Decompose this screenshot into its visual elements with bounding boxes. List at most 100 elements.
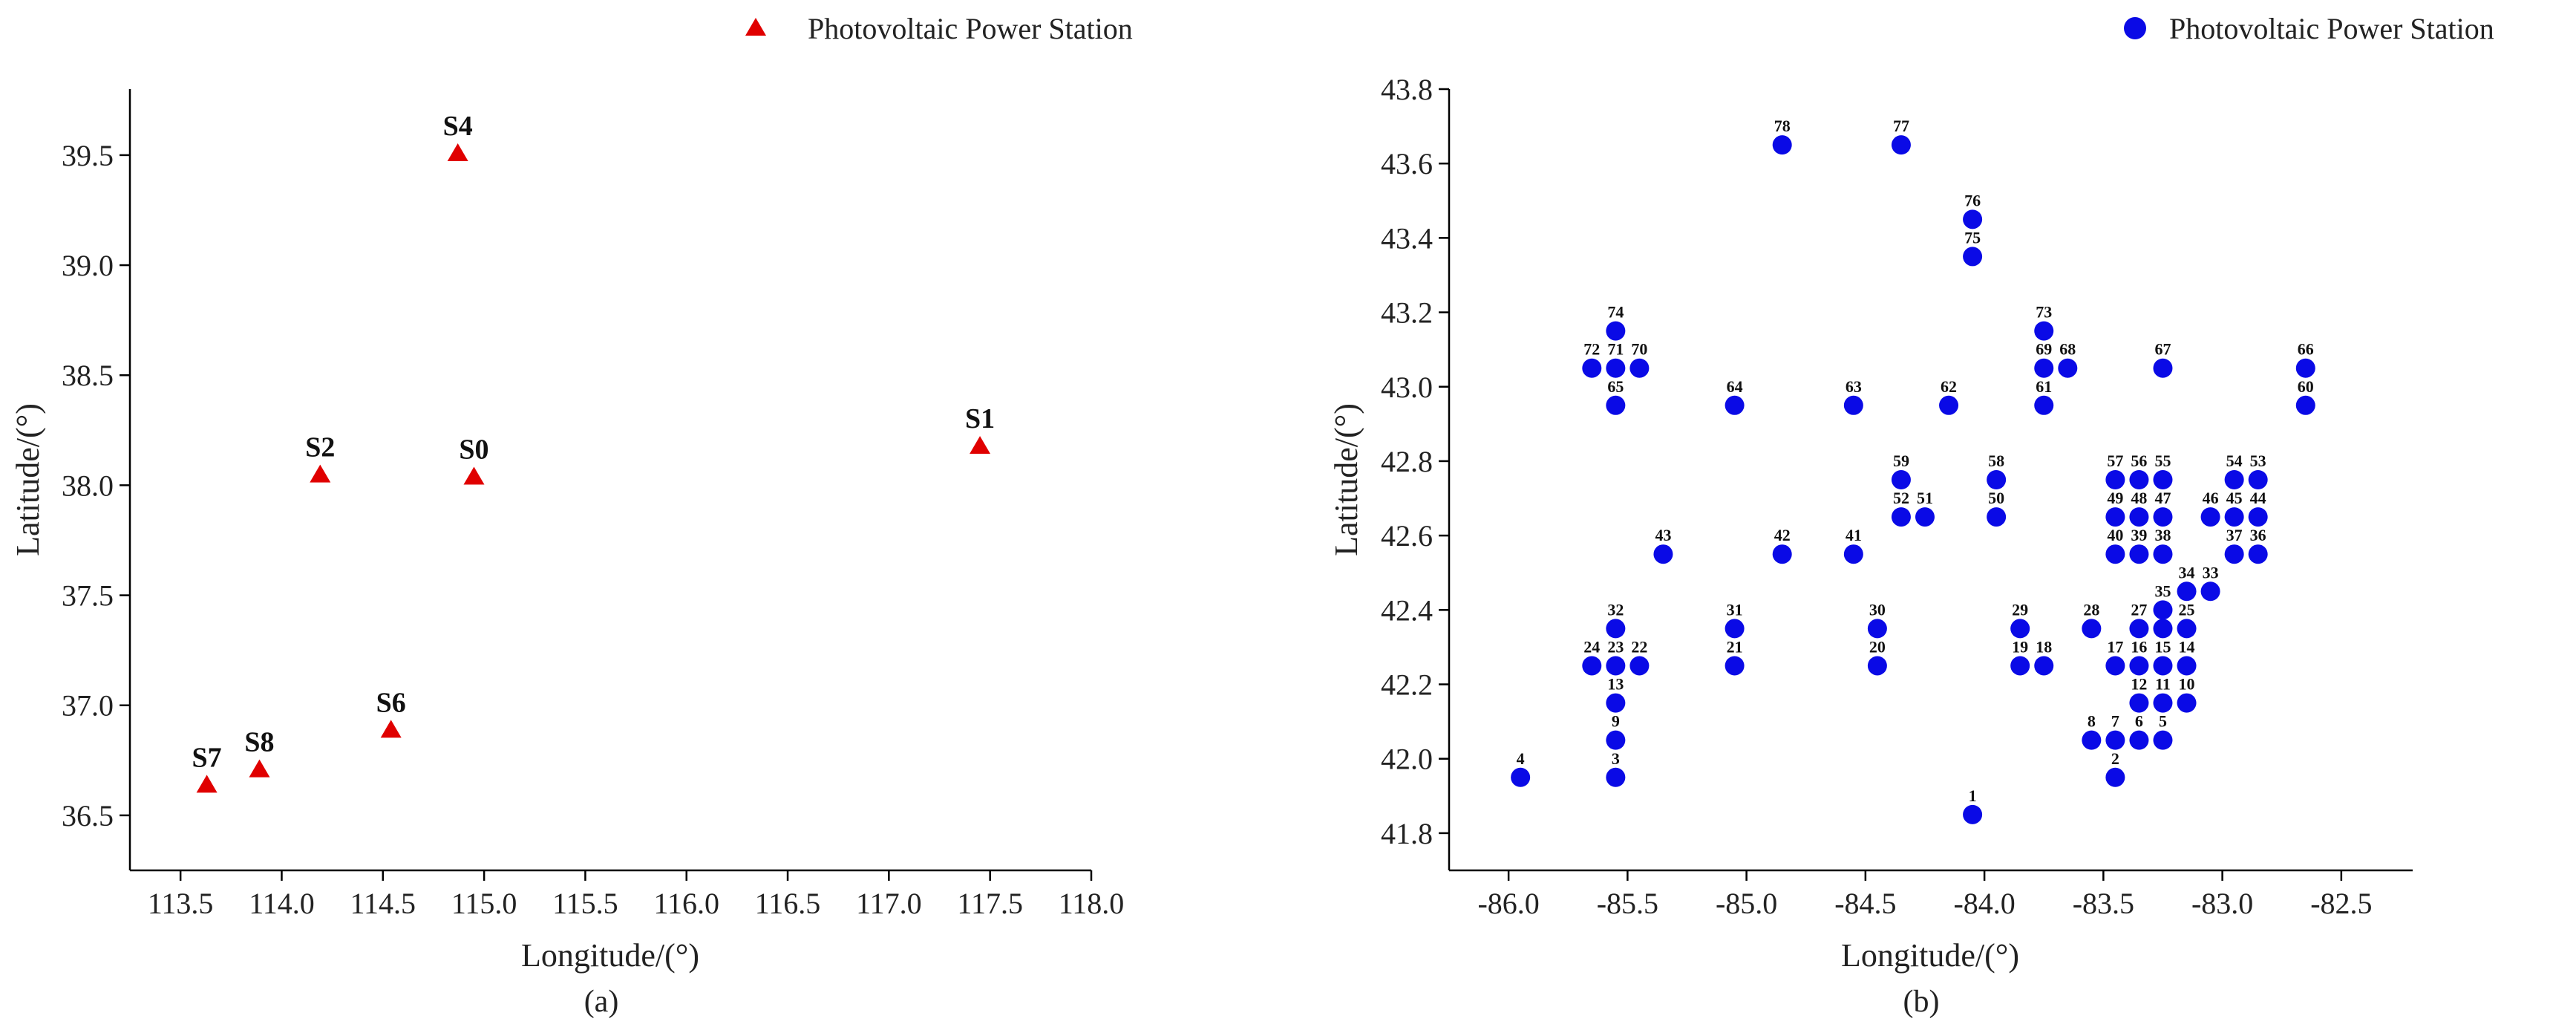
panel-b-point-label-64: 64 (1727, 377, 1743, 396)
panel-b-point-label-62: 62 (1941, 377, 1957, 396)
panel-b-point-label-32: 32 (1607, 600, 1624, 619)
panel-b-point-label-41: 41 (1846, 526, 1862, 544)
panel-a-y-tick-label: 38.5 (62, 359, 114, 392)
panel-b-point-3 (1606, 767, 1626, 787)
panel-b-y-axis-title: Latitude/(°) (1328, 403, 1364, 556)
panel-a-x-tick-label: 114.5 (350, 887, 416, 920)
panel-b-point-30 (1867, 619, 1887, 639)
panel-b-point-label-8: 8 (2088, 712, 2096, 731)
panel-b-point-75 (1963, 247, 1983, 267)
panel-b-point-label-75: 75 (1964, 228, 1981, 247)
panel-b-point-label-77: 77 (1893, 117, 1909, 135)
panel-b-point-32 (1606, 619, 1626, 639)
panel-a-y-tick-label: 37.5 (62, 579, 114, 613)
panel-b-point-label-22: 22 (1631, 637, 1647, 656)
panel-b-point-label-33: 33 (2203, 563, 2219, 581)
panel-b-point-label-15: 15 (2154, 637, 2171, 656)
panel-b-legend-circle-marker (2124, 17, 2146, 39)
panel-b-point-label-70: 70 (1631, 340, 1647, 359)
panel-b-point-70 (1629, 358, 1650, 378)
panel-b-point-label-76: 76 (1964, 191, 1981, 209)
panel-b-point-label-20: 20 (1869, 637, 1886, 656)
panel-a-legend-label: Photovoltaic Power Station (808, 12, 1133, 45)
panel-b-point-4 (1511, 767, 1531, 787)
panel-b-point-11 (2153, 693, 2173, 713)
panel-b-point-57 (2105, 470, 2125, 489)
panel-a-legend: Photovoltaic Power Station (745, 12, 1133, 45)
panel-b-point-label-37: 37 (2226, 526, 2243, 544)
panel-b-point-label-38: 38 (2154, 526, 2171, 544)
panel-b-point-62 (1939, 395, 1959, 415)
panel-b-point-37 (2224, 544, 2244, 564)
panel-b-point-9 (1606, 730, 1626, 750)
panel-b-x-ticks: -86.0 -85.5 -85.0 -84.5 -84.0 -83.5 -83.0 -82.5 (1477, 870, 2373, 920)
panel-b-point-48 (2129, 507, 2149, 527)
panel-a-x-tick-label: 116.5 (755, 887, 821, 920)
panel-b-point-42 (1772, 544, 1792, 564)
panel-b-x-tick-label: -85.0 (1716, 887, 1777, 920)
panel-b-y-ticks: 41.8 42.0 42.2 42.4 42.6 42.8 43.0 43.2 43.4 43.6… (1381, 73, 1449, 850)
panel-b-point-label-48: 48 (2131, 489, 2147, 507)
panel-a-point-S2 (310, 464, 331, 483)
panel-a-x-axis-title: Longitude/(°) (521, 937, 699, 974)
panel-b-y-tick-label: 43.4 (1381, 221, 1433, 255)
panel-b-y-tick-label: 43.2 (1381, 296, 1433, 330)
panel-b-point-label-24: 24 (1583, 637, 1600, 656)
panel-b-point-33 (2200, 581, 2220, 602)
panel-b-point-label-73: 73 (2036, 303, 2052, 322)
panel-a-point-label-S0: S0 (459, 434, 488, 466)
panel-b-y-tick-label: 41.8 (1381, 817, 1433, 850)
panel-a-point-S0 (463, 466, 485, 485)
panel-b-point-23 (1606, 656, 1626, 676)
panel-a-point-S6 (380, 720, 402, 738)
panel-b-point-24 (1582, 656, 1602, 676)
panel-b-point-5 (2153, 730, 2173, 750)
panel-b-point-76 (1963, 209, 1983, 229)
panel-b-point-label-19: 19 (2012, 637, 2028, 656)
panel-a-x-tick-label: 113.5 (148, 887, 214, 920)
panel-b-point-10 (2177, 693, 2197, 713)
panel-b-point-13 (1606, 693, 1626, 713)
panel-b-point-44 (2248, 507, 2268, 527)
panel-b-point-38 (2153, 544, 2173, 564)
panel-b-point-63 (1843, 395, 1863, 415)
panel-b-point-label-57: 57 (2107, 452, 2123, 470)
panel-b-point-14 (2177, 656, 2197, 676)
panel-b-point-label-54: 54 (2226, 452, 2243, 470)
panel-b-point-label-52: 52 (1893, 489, 1909, 507)
panel-b-y-tick-label: 42.6 (1381, 519, 1433, 553)
panel-b-point-27 (2129, 619, 2149, 639)
panel-a-x-tick-label: 117.0 (856, 887, 922, 920)
panel-b-point-label-9: 9 (1612, 712, 1620, 731)
panel-b-point-55 (2153, 470, 2173, 489)
panel-b-point-label-10: 10 (2179, 675, 2195, 694)
panel-a-point-label-S4: S4 (443, 111, 473, 142)
panel-b-point-52 (1891, 507, 1911, 527)
panel-b-point-36 (2248, 544, 2268, 564)
panel-b-point-label-47: 47 (2154, 489, 2171, 507)
panel-b-point-2 (2105, 767, 2125, 787)
panel-b-point-73 (2034, 321, 2054, 341)
panel-b-y-tick-label: 43.0 (1381, 371, 1433, 404)
panel-b-point-label-34: 34 (2179, 563, 2195, 581)
panel-b-point-51 (1915, 507, 1935, 527)
panel-b-point-69 (2034, 358, 2054, 378)
panel-a-x-ticks: 113.5 114.0 114.5 115.0 115.5 116.0 116.5 117.0… (148, 870, 1124, 920)
panel-a-y-tick-label: 38.0 (62, 469, 114, 502)
panel-a-y-tick-label: 37.0 (62, 689, 114, 723)
panel-b-point-label-23: 23 (1607, 637, 1624, 656)
panel-b-point-label-43: 43 (1655, 526, 1671, 544)
panel-b-point-label-49: 49 (2107, 489, 2123, 507)
panel-b: Photovoltaic Power Station -86.0 -85.5 -85… (1328, 12, 2494, 1019)
panel-b-point-label-30: 30 (1869, 600, 1886, 619)
panel-b-point-60 (2295, 395, 2315, 415)
panel-b-point-label-63: 63 (1846, 377, 1862, 396)
panel-a-point-label-S2: S2 (305, 432, 335, 463)
panel-a-x-tick-label: 115.0 (451, 887, 517, 920)
panel-b-point-26 (2153, 619, 2173, 639)
panel-b-point-label-31: 31 (1727, 600, 1743, 619)
panel-b-x-tick-label: -83.5 (2073, 887, 2134, 920)
panel-b-point-71 (1606, 358, 1626, 378)
panel-b-point-29 (2010, 619, 2030, 639)
panel-b-point-label-18: 18 (2036, 637, 2052, 656)
